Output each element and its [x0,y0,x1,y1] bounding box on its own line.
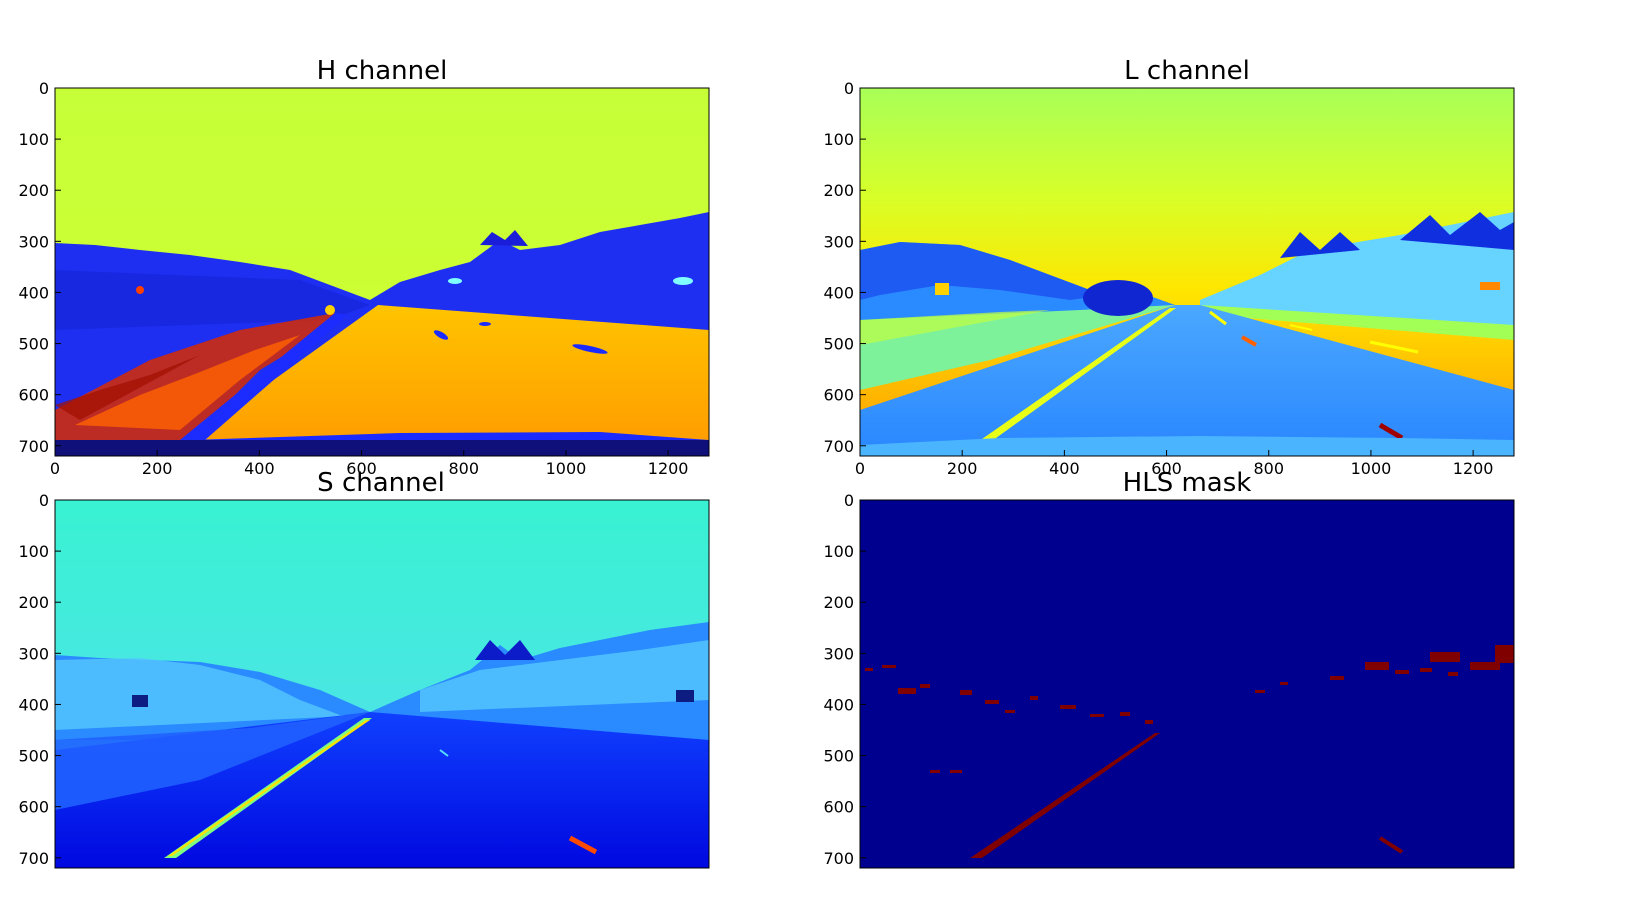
y-tick-label: 700 [18,849,49,868]
h-channel-panel: H channel 0 100 200 300 400 500 600 700 0 200 400… [18,56,710,478]
h-channel-image [55,88,709,456]
y-tick-label: 300 [18,644,49,663]
y-tick-label: 600 [823,798,854,817]
y-tick-label: 700 [18,437,49,456]
x-tick-label: 800 [448,459,479,478]
s-channel-title: S channel [317,468,445,498]
x-tick-label: 0 [855,459,865,478]
y-tick-label: 0 [844,79,854,98]
l-channel-panel: L channel 0 100 200 300 400 500 600 700 0 200 400… [823,56,1515,478]
x-tick-label: 600 [1151,459,1182,478]
h-y-axis: 0 100 200 300 400 500 600 700 [18,79,61,456]
y-tick-label: 300 [823,644,854,663]
y-tick-label: 500 [823,335,854,354]
y-tick-label: 200 [823,593,854,612]
y-tick-label: 200 [18,593,49,612]
x-tick-label: 1000 [546,459,587,478]
h-channel-title: H channel [317,56,448,86]
y-tick-label: 0 [844,491,854,510]
x-tick-label: 200 [947,459,978,478]
l-y-axis: 0 100 200 300 400 500 600 700 [823,79,866,456]
y-tick-label: 300 [18,232,49,251]
x-tick-label: 400 [244,459,275,478]
x-tick-label: 1200 [1453,459,1494,478]
x-tick-label: 200 [142,459,173,478]
hls-mask-title: HLS mask [1123,468,1252,498]
y-tick-label: 700 [823,437,854,456]
y-tick-label: 200 [18,181,49,200]
y-tick-label: 400 [823,695,854,714]
h-x-axis: 0 200 400 600 800 1000 1200 [50,450,689,478]
l-channel-title: L channel [1124,56,1250,86]
y-tick-label: 500 [823,747,854,766]
y-tick-label: 100 [18,542,49,561]
y-tick-label: 0 [39,491,49,510]
x-tick-label: 400 [1049,459,1080,478]
m-y-axis: 0 100 200 300 400 500 600 700 [823,491,866,868]
y-tick-label: 0 [39,79,49,98]
y-tick-label: 500 [18,335,49,354]
y-tick-label: 400 [18,695,49,714]
y-tick-label: 300 [823,232,854,251]
l-x-axis: 0 200 400 600 800 1000 1200 [855,450,1494,478]
y-tick-label: 500 [18,747,49,766]
x-tick-label: 600 [346,459,377,478]
y-tick-label: 600 [18,386,49,405]
hls-mask-panel: HLS mask 0 100 200 300 400 500 600 700 [823,468,1515,869]
s-y-axis: 0 100 200 300 400 500 600 700 [18,491,61,868]
y-tick-label: 600 [18,798,49,817]
y-tick-label: 600 [823,386,854,405]
y-tick-label: 100 [823,542,854,561]
s-channel-image [55,500,709,868]
x-tick-label: 1200 [648,459,689,478]
y-tick-label: 400 [18,283,49,302]
y-tick-label: 100 [18,130,49,149]
x-tick-label: 0 [50,459,60,478]
y-tick-label: 100 [823,130,854,149]
s-channel-panel: S channel 0 100 200 300 400 500 600 700 [18,468,710,869]
y-tick-label: 400 [823,283,854,302]
hls-mask-image [860,500,1514,868]
y-tick-label: 700 [823,849,854,868]
y-tick-label: 200 [823,181,854,200]
l-channel-image [860,88,1514,456]
x-tick-label: 800 [1253,459,1284,478]
x-tick-label: 1000 [1351,459,1392,478]
